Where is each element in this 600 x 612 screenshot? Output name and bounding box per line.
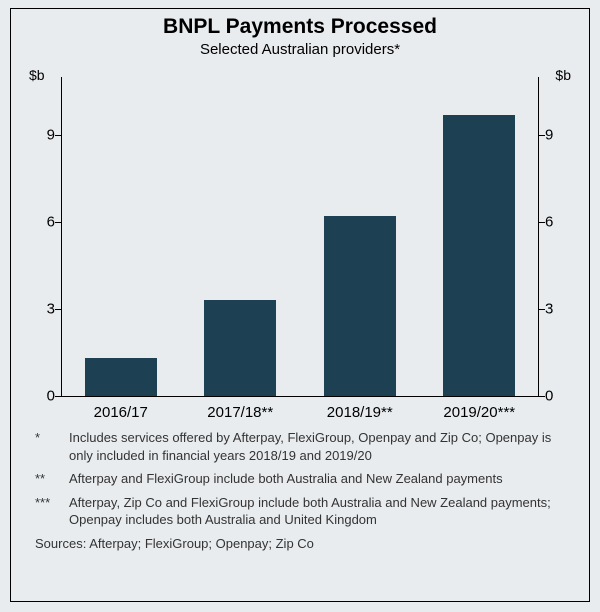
y-tick-mark (539, 135, 545, 136)
footnote-mark: * (35, 429, 69, 464)
footnote-row: ***Afterpay, Zip Co and FlexiGroup inclu… (35, 494, 565, 529)
bar (443, 115, 515, 396)
y-tick-mark (55, 396, 61, 397)
plot-area: 003366992016/172017/18**2018/19**2019/20… (61, 77, 539, 397)
bar (85, 358, 157, 396)
footnote-mark: ** (35, 470, 69, 488)
y-tick-mark (539, 396, 545, 397)
y-tick-mark (55, 135, 61, 136)
footnote-mark: *** (35, 494, 69, 529)
x-tick-label: 2016/17 (94, 404, 148, 421)
x-tick-label: 2019/20*** (443, 404, 515, 421)
y-tick-label: 9 (545, 127, 567, 144)
footnote-text: Afterpay, Zip Co and FlexiGroup include … (69, 494, 565, 529)
y-tick-mark (55, 222, 61, 223)
y-tick-mark (55, 309, 61, 310)
bar (204, 300, 276, 396)
y-tick-label: 6 (33, 214, 55, 231)
x-tick-label: 2018/19** (327, 404, 393, 421)
footnote-text: Afterpay and FlexiGroup include both Aus… (69, 470, 565, 488)
bar (324, 216, 396, 396)
y-tick-mark (539, 309, 545, 310)
y-axis-unit-left: $b (29, 67, 45, 83)
y-tick-label: 6 (545, 214, 567, 231)
y-tick-label: 0 (545, 388, 567, 405)
chart-subtitle: Selected Australian providers* (11, 41, 589, 58)
x-tick-label: 2017/18** (207, 404, 273, 421)
chart-frame: BNPL Payments Processed Selected Austral… (10, 8, 590, 602)
sources-line: Sources: Afterpay; FlexiGroup; Openpay; … (35, 535, 565, 553)
y-tick-mark (539, 222, 545, 223)
footnote-row: *Includes services offered by Afterpay, … (35, 429, 565, 464)
chart-card: BNPL Payments Processed Selected Austral… (0, 0, 600, 612)
y-tick-label: 0 (33, 388, 55, 405)
y-tick-label: 3 (33, 301, 55, 318)
footnote-text: Includes services offered by Afterpay, F… (69, 429, 565, 464)
plot: 003366992016/172017/18**2018/19**2019/20… (61, 77, 539, 397)
footnotes: *Includes services offered by Afterpay, … (35, 429, 565, 552)
y-tick-label: 9 (33, 127, 55, 144)
chart-title: BNPL Payments Processed (11, 15, 589, 39)
y-tick-label: 3 (545, 301, 567, 318)
footnote-row: **Afterpay and FlexiGroup include both A… (35, 470, 565, 488)
y-axis-unit-right: $b (555, 67, 571, 83)
